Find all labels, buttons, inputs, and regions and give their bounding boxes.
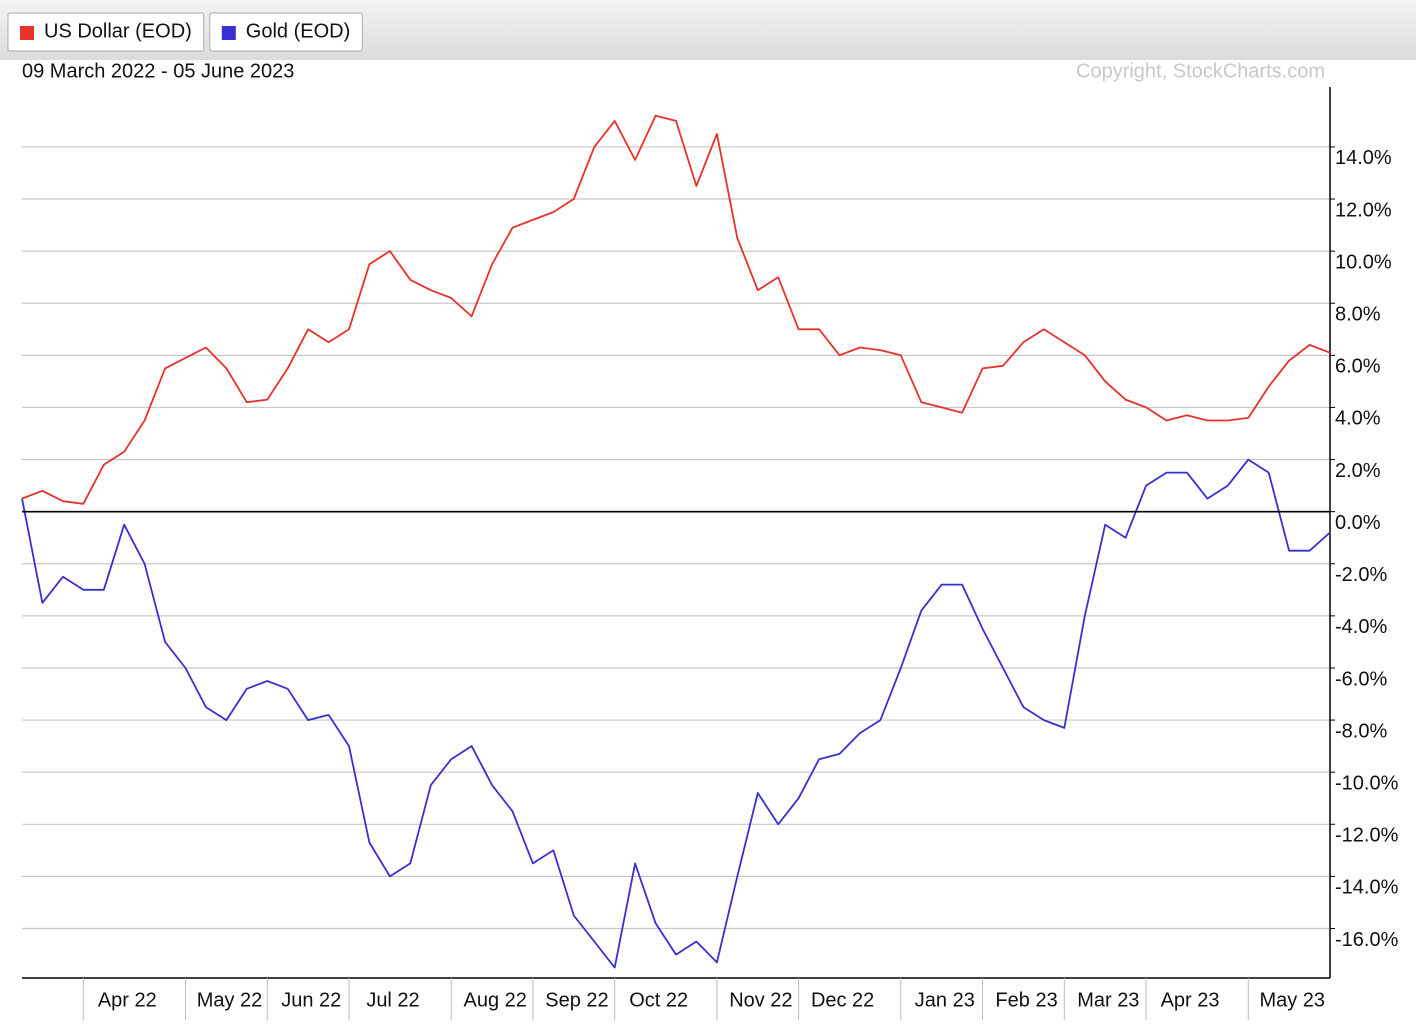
y-tick-label: -12.0%: [1335, 825, 1399, 847]
x-tick-label: Apr 22: [98, 989, 157, 1011]
series-line: [21, 114, 1331, 505]
legend-swatch: [221, 26, 236, 40]
y-tick-label: 2.0%: [1335, 460, 1381, 482]
x-tick-label: Aug 22: [463, 989, 526, 1011]
y-tick-label: -14.0%: [1335, 877, 1399, 899]
x-tick-label: May 23: [1259, 989, 1325, 1011]
legend-item[interactable]: US Dollar (EOD): [7, 12, 205, 52]
x-tick-label: Nov 22: [729, 989, 792, 1011]
y-tick-label: 10.0%: [1335, 251, 1392, 273]
x-tick-label: Mar 23: [1077, 989, 1139, 1011]
x-tick-label: Jan 23: [915, 989, 975, 1011]
y-tick-label: -10.0%: [1335, 772, 1399, 794]
x-tick-label: Sep 22: [545, 989, 608, 1011]
source: Copyright, StockCharts.com: [1076, 60, 1325, 82]
x-tick-label: Apr 23: [1161, 989, 1220, 1011]
legend-button[interactable]: [7, 12, 205, 52]
legend-label: US Dollar (EOD): [44, 20, 192, 42]
x-tick-label: Oct 22: [629, 989, 688, 1011]
x-tick-label: Feb 23: [995, 989, 1057, 1011]
y-tick-label: 6.0%: [1335, 356, 1381, 378]
legend-label: Gold (EOD): [246, 20, 350, 42]
y-tick-label: 4.0%: [1335, 408, 1381, 430]
x-tick-label: Jun 22: [281, 989, 341, 1011]
y-tick-label: -2.0%: [1335, 564, 1387, 586]
y-tick-label: -4.0%: [1335, 616, 1387, 638]
y-tick-label: 8.0%: [1335, 304, 1381, 326]
x-tick-label: Dec 22: [811, 989, 874, 1011]
legend-swatch: [20, 26, 34, 40]
legend-item[interactable]: Gold (EOD): [209, 12, 363, 52]
y-tick-label: 14.0%: [1335, 147, 1392, 169]
legend-button[interactable]: [209, 12, 363, 52]
series-line: [21, 458, 1331, 969]
y-tick-label: -16.0%: [1335, 929, 1399, 951]
x-tick-label: May 22: [197, 989, 263, 1011]
legend: US Dollar (EOD) Gold (EOD): [7, 12, 363, 52]
y-tick-label: 12.0%: [1335, 199, 1392, 221]
x-tick-label: Jul 22: [366, 989, 419, 1011]
y-tick-label: -6.0%: [1335, 668, 1387, 690]
y-tick-label: -8.0%: [1335, 720, 1387, 742]
plot-area: [22, 87, 1330, 978]
subtitle: 09 March 2022 - 05 June 2023: [22, 60, 294, 82]
y-tick-label: 0.0%: [1335, 512, 1381, 534]
